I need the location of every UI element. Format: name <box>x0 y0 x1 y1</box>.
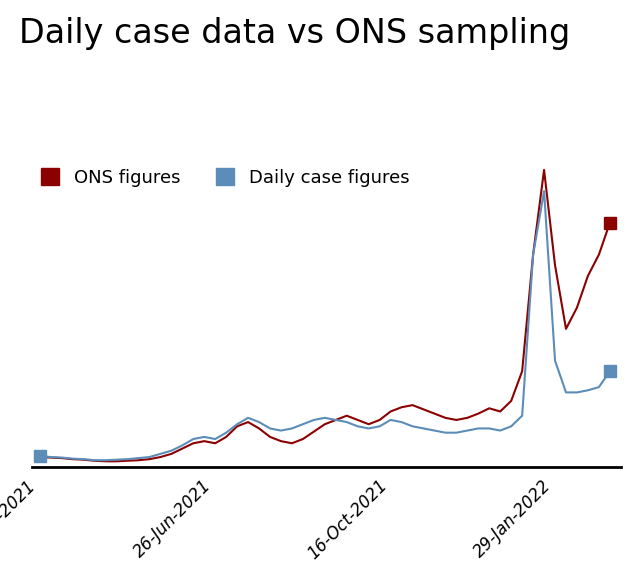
Legend: ONS figures, Daily case figures: ONS figures, Daily case figures <box>41 168 409 187</box>
Text: Daily case data vs ONS sampling: Daily case data vs ONS sampling <box>19 17 570 50</box>
